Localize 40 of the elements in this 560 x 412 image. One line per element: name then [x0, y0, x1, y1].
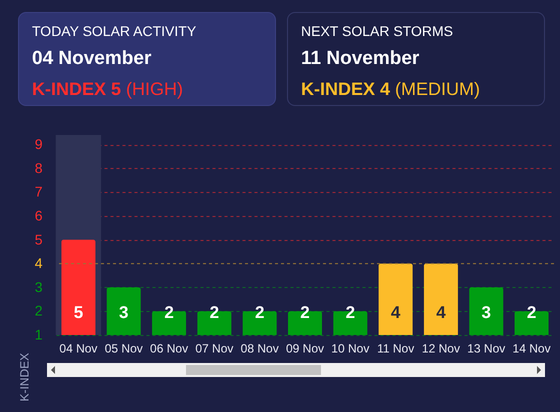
data-label: 2 — [526, 303, 536, 322]
data-label: 2 — [164, 303, 174, 322]
x-tick-label: 10 Nov — [331, 342, 370, 356]
text: (MEDIUM) — [395, 79, 480, 99]
text: K-INDEX 5 — [32, 79, 122, 99]
x-tick-label: 14 Nov — [512, 342, 551, 356]
x-tick-label: 04 Nov — [59, 342, 98, 356]
x-tick-label: 11 Nov — [377, 342, 414, 356]
y-tick-label: 7 — [34, 184, 43, 200]
text: NEXT SOLAR STORMS — [301, 23, 454, 39]
text: 11 November — [301, 48, 420, 70]
text: K-INDEX 4 — [301, 79, 390, 99]
x-tick-label: 12 Nov — [422, 342, 460, 356]
y-tick-label: 4 — [34, 255, 43, 272]
data-label: 2 — [300, 303, 310, 322]
text: TODAY SOLAR ACTIVITY — [32, 23, 198, 39]
y-tick-label: 1 — [34, 326, 43, 342]
y-tick-label: 2 — [34, 302, 43, 319]
y-tick-label: 9 — [34, 136, 43, 152]
data-label: 2 — [254, 303, 264, 322]
x-tick-label: 08 Nov — [240, 342, 279, 356]
data-label: 2 — [346, 303, 356, 322]
y-tick-label: 6 — [34, 207, 43, 224]
x-tick-label: 06 Nov — [150, 342, 188, 356]
data-label: 3 — [119, 303, 128, 322]
y-tick-label: 3 — [34, 278, 43, 295]
x-tick-label: 09 Nov — [286, 342, 324, 356]
data-label: 2 — [210, 303, 220, 322]
text: (HIGH) — [126, 79, 184, 99]
text: 04 November — [32, 48, 152, 70]
y-axis-title: K-INDEX — [18, 352, 32, 402]
data-label: 4 — [390, 303, 401, 322]
data-label: 3 — [482, 303, 491, 322]
data-label: 5 — [74, 303, 84, 322]
data-label: 4 — [436, 303, 446, 322]
y-tick-label: 5 — [34, 231, 43, 248]
x-tick-label: 13 Nov — [467, 342, 506, 356]
x-tick-label: 07 Nov — [195, 342, 234, 356]
x-tick-label: 05 Nov — [104, 342, 143, 356]
y-tick-label: 8 — [34, 160, 43, 176]
